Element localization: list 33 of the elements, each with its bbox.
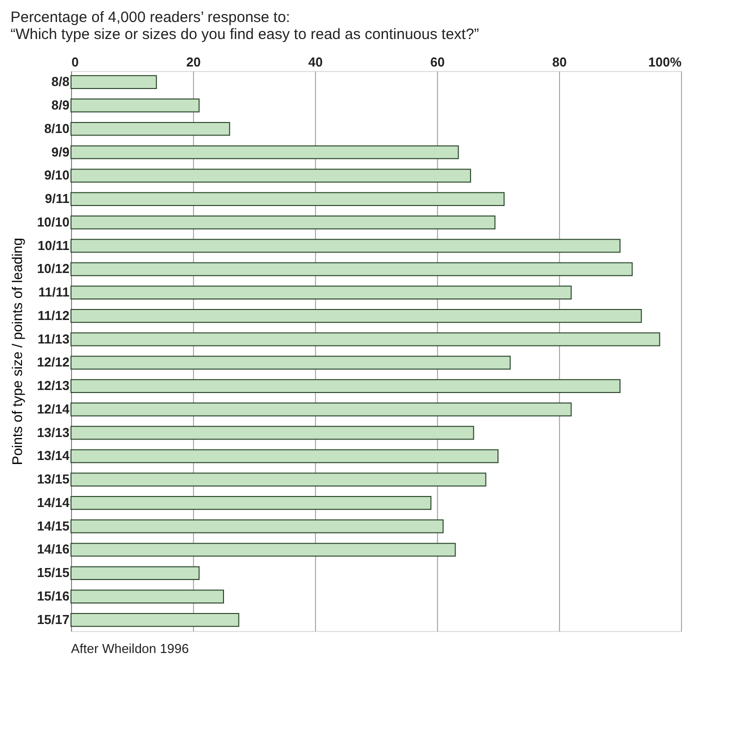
y-tick-label: 11/11 — [38, 284, 70, 300]
x-tick-label: 40 — [308, 54, 323, 70]
y-tick-label: 13/14 — [36, 448, 70, 464]
y-tick-label: 10/10 — [36, 214, 70, 230]
y-tick-label: 11/13 — [38, 331, 70, 346]
y-axis-title: Points of type size / points of leading — [8, 238, 25, 466]
y-tick-label: 13/15 — [36, 472, 70, 487]
y-tick-label: 9/11 — [44, 191, 70, 206]
y-tick-label: 8/8 — [51, 74, 70, 90]
y-tick-label: 14/14 — [36, 494, 70, 510]
y-tick-label: 15/15 — [36, 565, 70, 580]
y-tick-label: 10/12 — [36, 261, 70, 276]
x-tick-label: 80 — [552, 54, 567, 70]
x-tick-label: 0 — [72, 54, 79, 70]
y-tick-label: 8/9 — [51, 97, 70, 112]
x-tick-label: 100% — [648, 54, 682, 70]
y-tick-label: 9/10 — [44, 168, 70, 183]
y-tick-label: 14/15 — [36, 518, 70, 534]
y-tick-label: 15/17 — [36, 612, 70, 627]
y-tick-label: 12/14 — [36, 401, 70, 416]
y-tick-label: 9/9 — [51, 144, 70, 160]
chart-title: Percentage of 4,000 readers’ response to: “Which type size or sizes do you find easy to read as continuous text?” — [10, 9, 480, 43]
y-tick-label: 10/11 — [38, 238, 70, 253]
text: After Wheildon 1996 — [71, 641, 189, 656]
y-tick-label: 15/16 — [36, 588, 70, 604]
y-tick-label: 12/13 — [36, 378, 70, 394]
y-tick-label: 13/13 — [36, 424, 70, 440]
y-tick-label: 8/10 — [44, 120, 70, 136]
x-tick-label: 20 — [186, 54, 201, 70]
y-tick-label: 12/12 — [36, 354, 70, 370]
x-tick-label: 60 — [430, 54, 445, 70]
y-tick-label: 11/12 — [38, 308, 70, 323]
y-tick-label: 14/16 — [36, 542, 70, 557]
